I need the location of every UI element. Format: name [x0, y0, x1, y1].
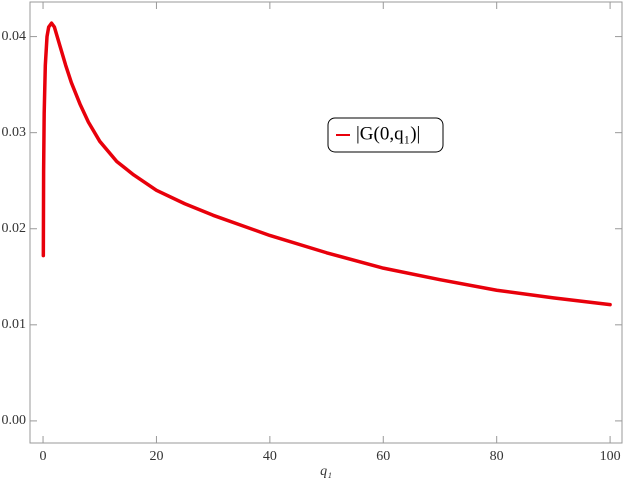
x-axis-label: q₁: [320, 464, 332, 479]
y-tick-label: 0.02: [2, 221, 27, 236]
plot-frame: [29, 1, 623, 444]
legend-box: [327, 117, 444, 153]
legend-label: |G(0,q₁)|: [356, 123, 420, 144]
x-tick-label: 40: [263, 449, 277, 464]
data-line: [41, 21, 612, 307]
x-tick-label: 100: [600, 449, 621, 464]
x-tick-label: 20: [149, 449, 163, 464]
y-tick-label: 0.04: [2, 29, 27, 44]
x-tick-label: 80: [490, 449, 504, 464]
x-tick-label: 0: [40, 449, 47, 464]
y-tick-label: 0.01: [2, 317, 27, 332]
y-tick-label: 0.03: [2, 125, 27, 140]
y-tick-label: 0.00: [2, 413, 27, 428]
x-tick-label: 60: [376, 449, 390, 464]
legend: |G(0,q₁)|: [327, 117, 444, 153]
